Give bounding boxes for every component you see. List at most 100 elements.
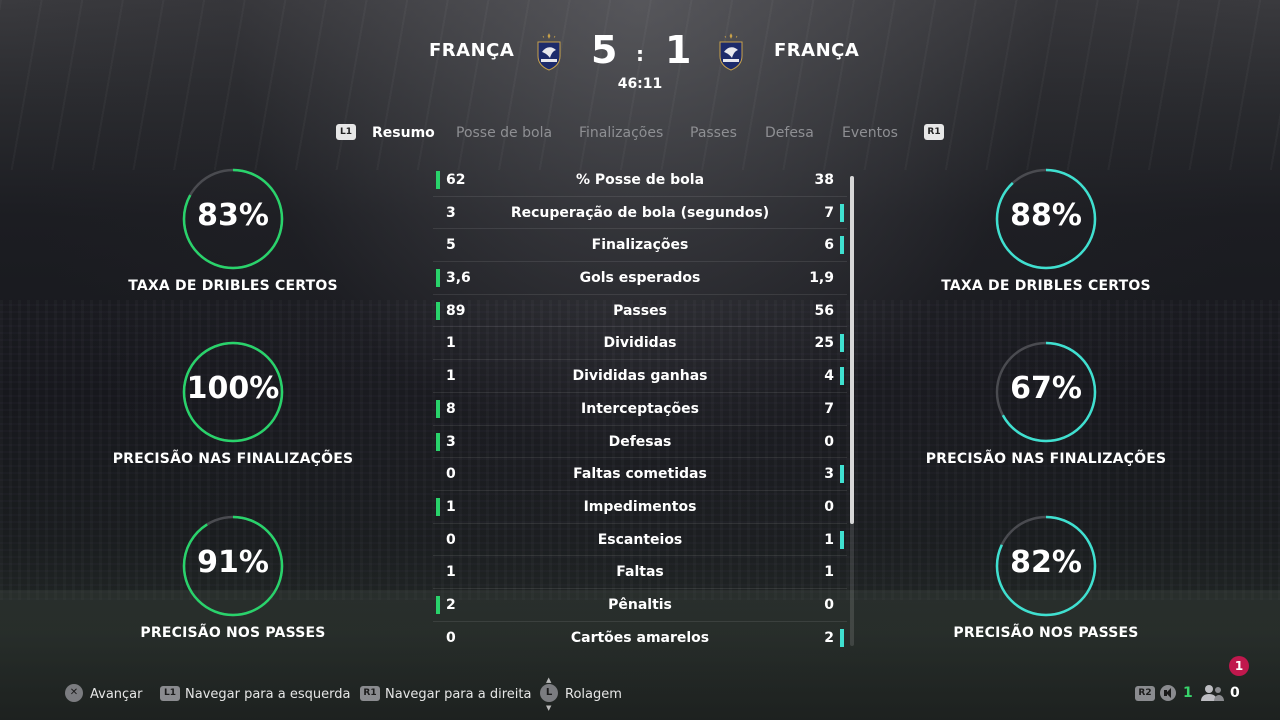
home-leader-bar bbox=[436, 595, 440, 614]
stat-name: Faltas cometidas bbox=[573, 466, 707, 483]
left-stick-icon[interactable]: L bbox=[540, 684, 558, 702]
stat-name: Interceptações bbox=[581, 400, 699, 417]
away-team-name: FRANÇA bbox=[774, 40, 860, 61]
away-stat-value: 25 bbox=[814, 335, 834, 352]
home-stat-value: 3,6 bbox=[446, 270, 471, 287]
ring-progress-arc bbox=[995, 168, 1097, 270]
stats-table[interactable]: 62 % Posse de bola 38 3 Recuperação de bola … bbox=[433, 164, 847, 654]
ring-label: PRECISÃO NOS PASSES bbox=[953, 625, 1139, 641]
ring-label: PRECISÃO NAS FINALIZAÇÕES bbox=[925, 451, 1167, 467]
ring-value: 83% bbox=[197, 198, 269, 233]
stat-row: 3 Recuperação de bola (segundos) 7 bbox=[433, 197, 847, 230]
away-stat-value: 0 bbox=[824, 596, 834, 613]
away-stat-value: 1,9 bbox=[809, 270, 834, 287]
hint-navigate-right[interactable]: Navegar para a direita bbox=[385, 687, 532, 702]
home-stat-value: 62 bbox=[446, 172, 466, 188]
tab-posse-de-bola[interactable]: Posse de bola bbox=[456, 125, 553, 141]
stats-scrollbar-thumb[interactable] bbox=[850, 176, 854, 524]
away-stat-value: 7 bbox=[824, 400, 834, 417]
home-leader-bar bbox=[436, 301, 440, 320]
stadium-roof-background bbox=[0, 0, 1280, 170]
home-stat-value: 3 bbox=[446, 204, 456, 221]
ring-progress-arc bbox=[182, 168, 284, 270]
home-stat-value: 1 bbox=[446, 335, 456, 352]
stat-name: Faltas bbox=[616, 564, 664, 581]
away-leader-bar bbox=[840, 530, 844, 549]
r1-button-icon[interactable]: R1 bbox=[924, 124, 944, 140]
progress-ring-icon bbox=[995, 168, 1097, 270]
home-leader-bar bbox=[436, 171, 440, 189]
ring-value: 82% bbox=[1010, 545, 1082, 580]
stat-row: 3,6 Gols esperados 1,9 bbox=[433, 262, 847, 295]
notification-badge[interactable]: 1 bbox=[1229, 656, 1249, 676]
r1-button-icon[interactable]: R1 bbox=[360, 686, 380, 701]
hint-navigate-left[interactable]: Navegar para a esquerda bbox=[185, 687, 351, 702]
home-score: 5 bbox=[591, 28, 618, 72]
stat-name: % Posse de bola bbox=[575, 172, 705, 188]
stat-row: 1 Divididas 25 bbox=[433, 327, 847, 361]
home-team-name: FRANÇA bbox=[429, 40, 515, 61]
home-stat-value: 1 bbox=[446, 564, 456, 581]
stat-name: Pênaltis bbox=[608, 596, 672, 613]
stadium-crowd-background bbox=[0, 300, 1280, 600]
progress-ring-icon bbox=[182, 168, 284, 270]
ring-progress-arc bbox=[182, 515, 284, 617]
stat-row: 89 Passes 56 bbox=[433, 295, 847, 328]
l1-button-icon[interactable]: L1 bbox=[160, 686, 180, 701]
away-stat-value: 7 bbox=[824, 204, 834, 221]
r2-button-icon[interactable]: R2 bbox=[1135, 686, 1155, 701]
ring-value: 100% bbox=[186, 371, 280, 406]
home-leader-bar bbox=[436, 497, 440, 516]
stat-row: 1 Divididas ganhas 4 bbox=[433, 360, 847, 393]
away-stat-value: 3 bbox=[824, 466, 834, 483]
away-leader-bar bbox=[840, 236, 844, 255]
ring-value: 91% bbox=[197, 545, 269, 580]
cross-button-icon[interactable]: ✕ bbox=[65, 684, 83, 702]
chevron-up-icon: ▲ bbox=[546, 676, 552, 684]
match-clock: 46:11 bbox=[617, 76, 663, 92]
home-stat-value: 1 bbox=[446, 498, 456, 515]
speaker-icon bbox=[1160, 685, 1176, 701]
l1-button-icon[interactable]: L1 bbox=[336, 124, 356, 140]
ring-progress-arc bbox=[182, 341, 284, 443]
stat-name: Recuperação de bola (segundos) bbox=[510, 204, 770, 221]
stat-name: Gols esperados bbox=[579, 270, 701, 287]
stats-tab-bar: L1 Resumo Posse de bola Finalizações Pas… bbox=[0, 122, 1280, 146]
stat-row: 1 Impedimentos 0 bbox=[433, 491, 847, 524]
button-hints-bar: ✕ Avançar L1 Navegar para a esquerda R1 … bbox=[0, 676, 1280, 712]
ring-progress-arc bbox=[995, 515, 1097, 617]
away-stat-value: 38 bbox=[814, 172, 834, 188]
tab-eventos[interactable]: Eventos bbox=[842, 125, 898, 141]
ring-label: TAXA DE DRIBLES CERTOS bbox=[128, 278, 338, 294]
stat-row: 0 Escanteios 1 bbox=[433, 524, 847, 557]
home-stat-value: 89 bbox=[446, 302, 466, 319]
stat-row: 5 Finalizações 6 bbox=[433, 229, 847, 263]
hint-advance[interactable]: Avançar bbox=[90, 687, 143, 702]
stat-name: Impedimentos bbox=[583, 498, 697, 515]
home-leader-bar bbox=[436, 432, 440, 451]
away-leader-bar bbox=[840, 334, 844, 353]
progress-ring-icon bbox=[995, 341, 1097, 443]
tab-finalizacoes[interactable]: Finalizações bbox=[579, 125, 664, 141]
tab-resumo[interactable]: Resumo bbox=[372, 125, 435, 141]
progress-ring-icon bbox=[182, 341, 284, 443]
away-stat-value: 6 bbox=[824, 237, 834, 254]
party-icon[interactable] bbox=[1200, 684, 1224, 702]
away-stat-value: 0 bbox=[824, 498, 834, 515]
home-team-crest-icon bbox=[537, 33, 561, 71]
away-stat-value: 0 bbox=[824, 433, 834, 450]
away-stat-value: 1 bbox=[824, 531, 834, 548]
home-stat-value: 0 bbox=[446, 629, 456, 646]
stat-name: Divididas bbox=[603, 335, 677, 352]
progress-ring-icon bbox=[995, 515, 1097, 617]
stat-row: 1 Faltas 1 bbox=[433, 556, 847, 589]
stat-row: 0 Cartões amarelos 2 bbox=[433, 622, 847, 655]
home-stat-value: 0 bbox=[446, 531, 456, 548]
tab-passes[interactable]: Passes bbox=[690, 125, 737, 141]
away-leader-bar bbox=[840, 628, 844, 647]
stat-row: 8 Interceptações 7 bbox=[433, 393, 847, 426]
home-stat-value: 1 bbox=[446, 368, 456, 385]
tab-defesa[interactable]: Defesa bbox=[765, 125, 814, 141]
party-count: 0 bbox=[1230, 685, 1240, 701]
hint-scroll[interactable]: Rolagem bbox=[565, 687, 622, 702]
